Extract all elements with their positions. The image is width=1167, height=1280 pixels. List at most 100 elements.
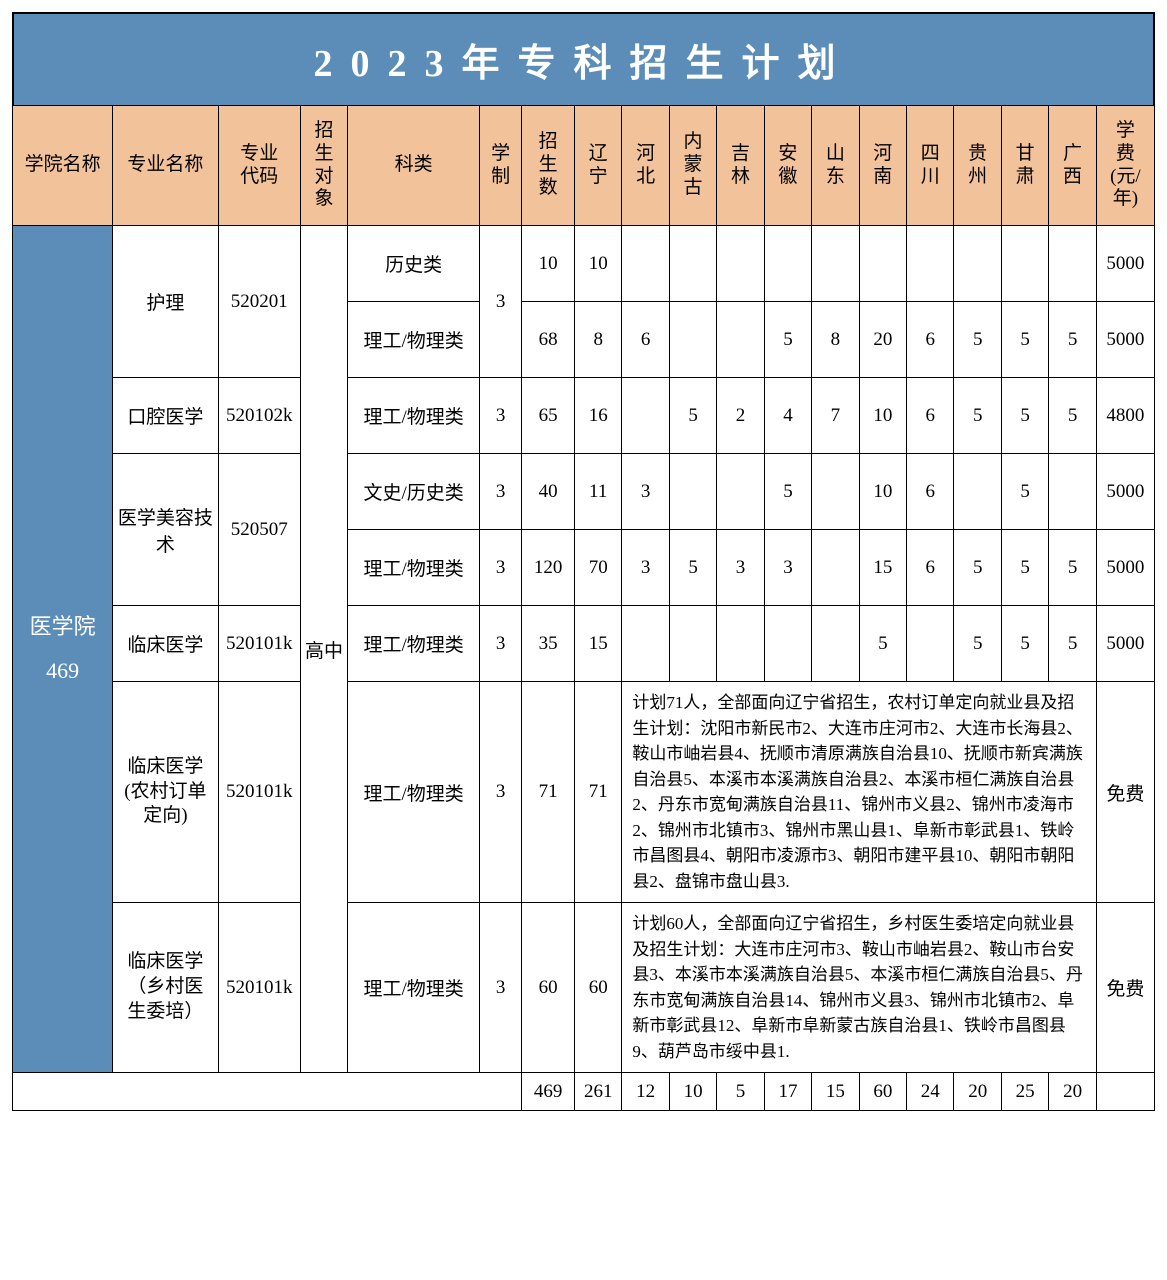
- prov-cell: 5: [669, 530, 716, 606]
- prov-cell: 5: [1001, 606, 1048, 682]
- col-header: 山东: [812, 106, 859, 226]
- duration-cell: 3: [480, 454, 522, 530]
- prov-cell: 5: [1001, 302, 1048, 378]
- prov-cell: 6: [907, 378, 954, 454]
- col-header: 吉林: [717, 106, 764, 226]
- count-cell: 68: [522, 302, 575, 378]
- total-prov: 5: [717, 1073, 764, 1111]
- duration-cell: 3: [480, 682, 522, 903]
- count-cell: 60: [522, 903, 575, 1073]
- prov-cell: 3: [764, 530, 811, 606]
- col-header: 安徽: [764, 106, 811, 226]
- prov-cell: 5: [954, 378, 1001, 454]
- fee-cell: 5000: [1096, 530, 1154, 606]
- subject-cell: 理工/物理类: [348, 530, 480, 606]
- duration-cell: 3: [480, 530, 522, 606]
- prov-cell: [622, 226, 669, 302]
- prov-cell: [669, 454, 716, 530]
- prov-cell: 6: [622, 302, 669, 378]
- subject-cell: 理工/物理类: [348, 903, 480, 1073]
- prov-cell: 6: [907, 454, 954, 530]
- col-header: 科类: [348, 106, 480, 226]
- subject-cell: 理工/物理类: [348, 302, 480, 378]
- table-row: 医学院469护理520201高中历史类310105000: [13, 226, 1155, 302]
- prov-cell: [764, 606, 811, 682]
- total-blank: [13, 1073, 522, 1111]
- fee-cell: 免费: [1096, 682, 1154, 903]
- duration-cell: 3: [480, 903, 522, 1073]
- col-header: 河南: [859, 106, 906, 226]
- fee-cell: 5000: [1096, 302, 1154, 378]
- prov-cell: 3: [622, 454, 669, 530]
- header-row: 学院名称专业名称专业代码招生对象科类学制招生数辽宁河北内蒙古吉林安徽山东河南四川…: [13, 106, 1155, 226]
- count-cell: 65: [522, 378, 575, 454]
- major-cell: 临床医学(农村订单定向): [113, 682, 218, 903]
- enrollment-plan-table: 2023年专科招生计划 学院名称专业名称专业代码招生对象科类学制招生数辽宁河北内…: [0, 0, 1167, 1123]
- total-prov: 10: [669, 1073, 716, 1111]
- duration-cell: 3: [480, 226, 522, 378]
- prov-cell: 8: [812, 302, 859, 378]
- prov-cell: [717, 454, 764, 530]
- code-cell: 520201: [218, 226, 300, 378]
- note-cell: 计划60人，全部面向辽宁省招生，乡村医生委培定向就业县及招生计划：大连市庄河市3…: [622, 903, 1096, 1073]
- prov-cell: 5: [1001, 454, 1048, 530]
- prov-cell: [669, 302, 716, 378]
- col-header: 广西: [1049, 106, 1096, 226]
- total-fee-blank: [1096, 1073, 1154, 1111]
- col-header: 专业名称: [113, 106, 218, 226]
- total-row: 4692611210517156024202520: [13, 1073, 1155, 1111]
- prov-cell: [1049, 454, 1096, 530]
- note-cell: 计划71人，全部面向辽宁省招生，农村订单定向就业县及招生计划：沈阳市新民市2、大…: [622, 682, 1096, 903]
- prov-cell: 15: [574, 606, 621, 682]
- table-row: 临床医学(农村订单定向)520101k理工/物理类37171计划71人，全部面向…: [13, 682, 1155, 903]
- prov-cell: 5: [669, 378, 716, 454]
- prov-cell: 5: [1001, 378, 1048, 454]
- col-header: 甘肃: [1001, 106, 1048, 226]
- total-prov: 60: [859, 1073, 906, 1111]
- col-header: 贵州: [954, 106, 1001, 226]
- major-cell: 口腔医学: [113, 378, 218, 454]
- prov-cell: 10: [859, 378, 906, 454]
- college-cell: 医学院469: [13, 226, 113, 1073]
- count-cell: 120: [522, 530, 575, 606]
- code-cell: 520101k: [218, 682, 300, 903]
- total-count: 469: [522, 1073, 575, 1111]
- fee-cell: 免费: [1096, 903, 1154, 1073]
- col-header: 学费(元/年): [1096, 106, 1154, 226]
- prov-cell: [622, 606, 669, 682]
- count-cell: 10: [522, 226, 575, 302]
- prov-cell: [717, 606, 764, 682]
- prov-cell: [812, 530, 859, 606]
- prov-cell: 10: [859, 454, 906, 530]
- prov-cell: 5: [1049, 302, 1096, 378]
- prov-cell: [954, 226, 1001, 302]
- prov-cell: 5: [954, 530, 1001, 606]
- target-cell: 高中: [300, 226, 347, 1073]
- prov-cell: [907, 606, 954, 682]
- prov-cell: 10: [574, 226, 621, 302]
- prov-cell: 5: [1049, 530, 1096, 606]
- prov-cell: [954, 454, 1001, 530]
- col-header: 四川: [907, 106, 954, 226]
- prov-cell: 60: [574, 903, 621, 1073]
- col-header: 辽宁: [574, 106, 621, 226]
- prov-cell: 5: [764, 454, 811, 530]
- prov-cell: 8: [574, 302, 621, 378]
- prov-cell: 5: [1049, 378, 1096, 454]
- duration-cell: 3: [480, 606, 522, 682]
- subject-cell: 历史类: [348, 226, 480, 302]
- fee-cell: 4800: [1096, 378, 1154, 454]
- total-prov: 261: [574, 1073, 621, 1111]
- table-row: 口腔医学520102k理工/物理类3651652471065554800: [13, 378, 1155, 454]
- prov-cell: 3: [717, 530, 764, 606]
- prov-cell: [812, 454, 859, 530]
- prov-cell: 16: [574, 378, 621, 454]
- major-cell: 临床医学: [113, 606, 218, 682]
- prov-cell: 5: [954, 302, 1001, 378]
- prov-cell: [622, 378, 669, 454]
- col-header: 河北: [622, 106, 669, 226]
- prov-cell: [669, 226, 716, 302]
- total-prov: 15: [812, 1073, 859, 1111]
- prov-cell: 3: [622, 530, 669, 606]
- count-cell: 40: [522, 454, 575, 530]
